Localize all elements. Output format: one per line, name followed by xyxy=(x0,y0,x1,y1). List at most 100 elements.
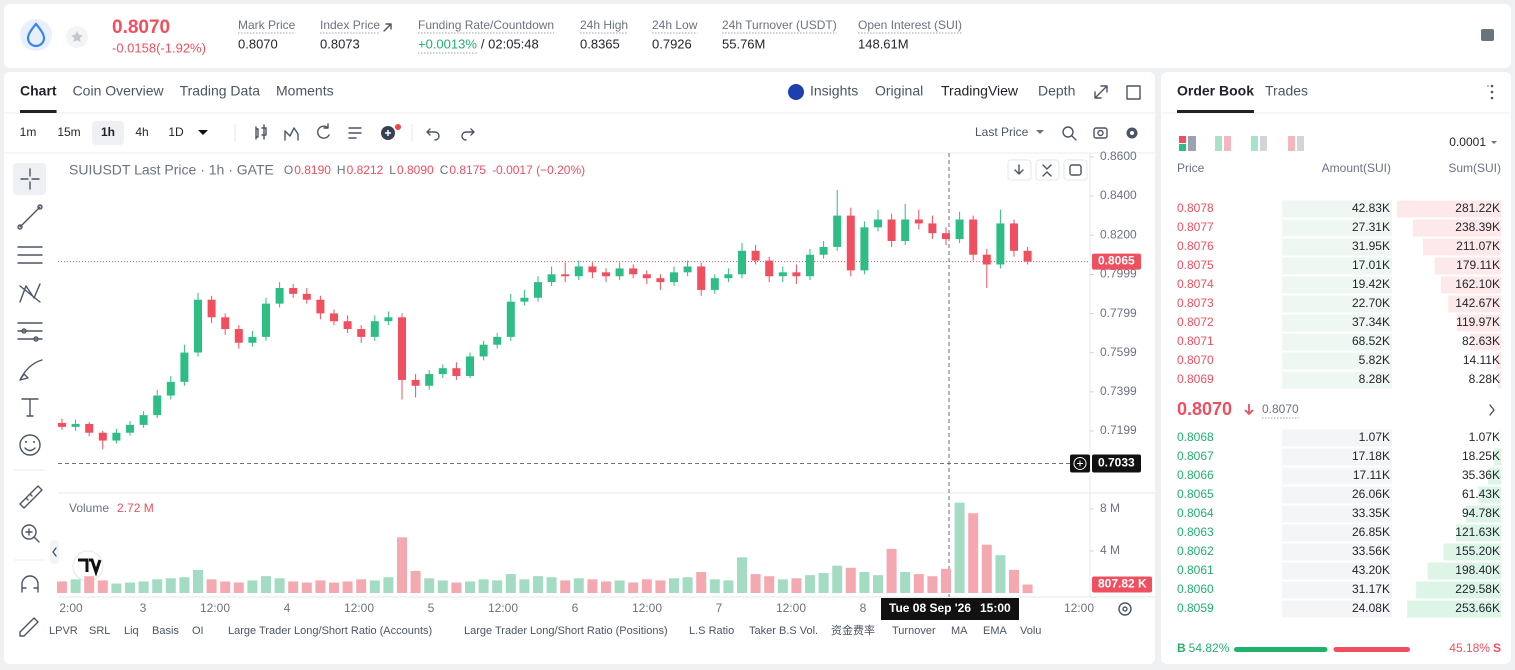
indicator[interactable]: Liq xyxy=(124,625,139,637)
price-type[interactable]: Last Price xyxy=(975,125,1029,139)
book-price[interactable]: 0.8071 xyxy=(1177,334,1214,348)
indicator[interactable]: MA xyxy=(951,625,968,637)
indicator[interactable]: LPVR xyxy=(49,625,78,637)
book-price[interactable]: 0.8062 xyxy=(1177,544,1214,558)
book-price[interactable]: 0.8066 xyxy=(1177,468,1214,482)
book-price[interactable]: 0.8069 xyxy=(1177,372,1214,386)
book-view[interactable] xyxy=(1251,136,1258,151)
book-price[interactable]: 0.8067 xyxy=(1177,449,1214,463)
book-price[interactable]: 0.8059 xyxy=(1177,601,1214,615)
book-amount: 31.95K xyxy=(1352,239,1390,253)
book-price[interactable]: 0.8064 xyxy=(1177,506,1214,520)
indicator[interactable]: Large Trader Long/Short Ratio (Accounts) xyxy=(228,625,432,637)
book-price[interactable]: 0.8068 xyxy=(1177,430,1214,444)
view-tab[interactable]: TradingView xyxy=(941,83,1019,99)
interval[interactable]: 1D xyxy=(168,125,184,139)
zoom-tool[interactable] xyxy=(21,524,37,540)
tab[interactable]: Coin Overview xyxy=(73,83,165,99)
interval[interactable]: 15m xyxy=(57,125,80,139)
view-tab[interactable]: Original xyxy=(875,83,923,99)
view-tab[interactable]: Insights xyxy=(810,83,858,99)
book-price[interactable]: 0.8075 xyxy=(1177,258,1214,272)
indicator[interactable]: L.S Ratio xyxy=(689,625,734,637)
volume-bar xyxy=(478,579,489,593)
book-price[interactable]: 0.8060 xyxy=(1177,582,1214,596)
volume-bar xyxy=(927,576,938,593)
book-price[interactable]: 0.8061 xyxy=(1177,563,1214,577)
expand-icon[interactable] xyxy=(1094,85,1108,99)
draw-lock-tool[interactable] xyxy=(19,617,39,637)
emoji-tool[interactable] xyxy=(19,434,41,456)
book-view[interactable] xyxy=(1179,136,1186,143)
book-view[interactable] xyxy=(1215,136,1222,151)
indicator[interactable]: Volu xyxy=(1020,625,1041,637)
candle-type-icon[interactable] xyxy=(255,124,267,140)
indicator[interactable]: SRL xyxy=(89,625,110,637)
dropdown-caret[interactable] xyxy=(198,130,208,135)
chart-control[interactable] xyxy=(1063,159,1088,181)
book-price[interactable]: 0.8076 xyxy=(1177,239,1214,253)
indicator[interactable]: 资金费率 xyxy=(831,623,875,637)
indicator[interactable]: EMA xyxy=(983,625,1008,637)
interval[interactable]: 1h xyxy=(101,125,115,139)
book-tab[interactable]: Trades xyxy=(1265,83,1308,99)
volume-bar xyxy=(505,574,516,593)
view-tab[interactable]: Depth xyxy=(1038,83,1075,99)
ruler-tool[interactable] xyxy=(19,485,43,509)
book-price[interactable]: 0.8063 xyxy=(1177,525,1214,539)
camera-icon[interactable] xyxy=(1093,127,1108,139)
precision[interactable]: 0.0001 xyxy=(1449,135,1486,149)
book-tab[interactable]: Order Book xyxy=(1177,83,1254,99)
book-price[interactable]: 0.8073 xyxy=(1177,296,1214,310)
indicator[interactable]: Large Trader Long/Short Ratio (Positions… xyxy=(464,625,668,637)
time-tooltip xyxy=(881,598,1019,620)
redo-icon[interactable] xyxy=(461,128,475,141)
text-tool[interactable] xyxy=(21,398,39,417)
tab[interactable]: Moments xyxy=(276,83,334,99)
last-price-tag xyxy=(1092,253,1141,270)
trendline-tool[interactable] xyxy=(19,206,41,228)
indicator[interactable]: Taker B.S Vol. xyxy=(749,625,818,637)
depth-bar xyxy=(1407,600,1501,618)
book-price[interactable]: 0.8074 xyxy=(1177,277,1214,291)
header-icon[interactable] xyxy=(1481,29,1494,41)
book-price[interactable]: 0.8078 xyxy=(1177,201,1214,215)
collapse-tab[interactable] xyxy=(50,540,59,564)
dropdown-caret[interactable] xyxy=(1036,130,1044,134)
book-sum: 238.39K xyxy=(1455,220,1500,234)
indicator[interactable]: Turnover xyxy=(892,625,936,637)
indicator[interactable]: Basis xyxy=(152,625,179,637)
interval[interactable]: 1m xyxy=(20,125,37,139)
indicator[interactable]: OI xyxy=(192,625,204,637)
candle-body xyxy=(275,287,284,304)
undo-icon[interactable] xyxy=(426,128,440,141)
replay-icon[interactable] xyxy=(317,123,330,139)
book-price[interactable]: 0.8072 xyxy=(1177,315,1214,329)
template-icon[interactable] xyxy=(348,127,362,139)
tab[interactable]: Chart xyxy=(20,83,57,99)
mid-chevron[interactable] xyxy=(1489,404,1495,416)
fib-tool[interactable] xyxy=(17,246,43,264)
crosshair-tool[interactable] xyxy=(20,168,40,190)
interval[interactable]: 4h xyxy=(135,125,148,139)
tab[interactable]: Trading Data xyxy=(180,83,261,99)
search-icon[interactable] xyxy=(1062,126,1074,138)
book-view[interactable] xyxy=(1288,136,1295,151)
window-icon[interactable] xyxy=(1126,85,1141,100)
book-price[interactable]: 0.8077 xyxy=(1177,220,1214,234)
book-price[interactable]: 0.8070 xyxy=(1177,353,1214,367)
indicator-icon[interactable] xyxy=(284,127,299,141)
dropdown-caret[interactable] xyxy=(1491,141,1497,144)
more-dot[interactable] xyxy=(1490,84,1494,88)
book-price[interactable]: 0.8065 xyxy=(1177,487,1214,501)
mark-price: 0.8070 xyxy=(1262,402,1299,416)
brush-tool[interactable] xyxy=(19,359,43,381)
pattern-tool[interactable] xyxy=(19,283,41,303)
volume-bar xyxy=(451,582,462,593)
depth-bar xyxy=(1416,581,1501,599)
axis-settings[interactable] xyxy=(1118,602,1132,616)
magnet-tool[interactable] xyxy=(21,575,39,593)
tool-selected[interactable] xyxy=(13,163,46,195)
y-tick-label: 8 M xyxy=(1100,501,1120,515)
chart-control[interactable] xyxy=(1035,159,1060,181)
